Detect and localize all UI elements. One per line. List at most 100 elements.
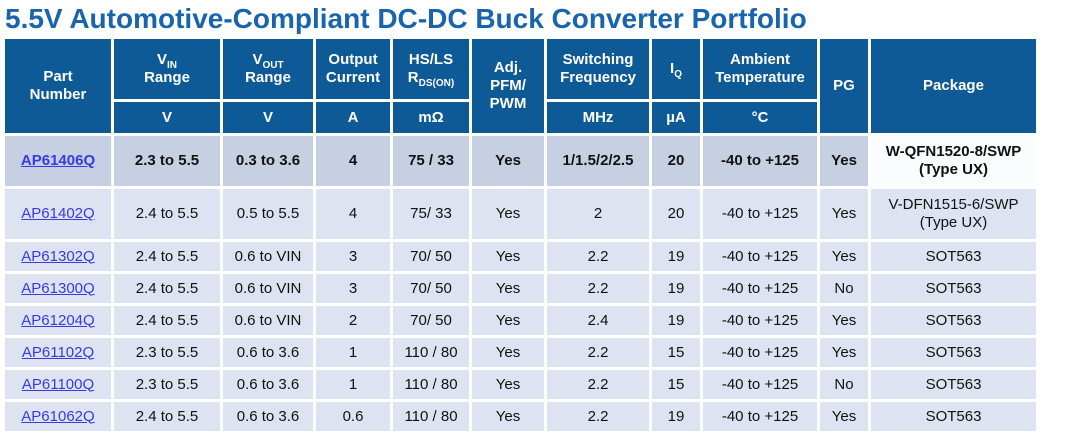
table-row: AP61406Q 2.3 to 5.5 0.3 to 3.6 4 75 / 33… (5, 136, 1036, 186)
cell-vout-range: 0.3 to 3.6 (223, 136, 313, 186)
cell-switching-frequency: 2 (547, 189, 649, 239)
unit-switching-frequency: MHz (547, 102, 649, 133)
cell-vout-range: 0.6 to VIN (223, 306, 313, 335)
cell-switching-frequency: 2.2 (547, 370, 649, 399)
unit-vin: V (114, 102, 220, 133)
cell-adj-pfm-pwm: Yes (472, 306, 544, 335)
cell-iq: 19 (652, 274, 700, 303)
cell-vin-range: 2.4 to 5.5 (114, 189, 220, 239)
cell-adj-pfm-pwm: Yes (472, 274, 544, 303)
cell-output-current: 3 (316, 242, 390, 271)
unit-iq: µA (652, 102, 700, 133)
table-row: AP61100Q 2.3 to 5.5 0.6 to 3.6 1 110 / 8… (5, 370, 1036, 399)
table-row: AP61300Q 2.4 to 5.5 0.6 to VIN 3 70/ 50 … (5, 274, 1036, 303)
cell-package: SOT563 (871, 274, 1036, 303)
table-row: AP61402Q 2.4 to 5.5 0.5 to 5.5 4 75/ 33 … (5, 189, 1036, 239)
cell-vin-range: 2.4 to 5.5 (114, 402, 220, 431)
part-number-link[interactable]: AP61402Q (21, 205, 95, 222)
cell-rdson: 70/ 50 (393, 306, 469, 335)
part-number-link[interactable]: AP61100Q (21, 375, 95, 393)
cell-switching-frequency: 2.2 (547, 274, 649, 303)
cell-pg: No (820, 274, 868, 303)
unit-vout: V (223, 102, 313, 133)
cell-ambient-temperature: -40 to +125 (703, 402, 817, 431)
cell-rdson: 70/ 50 (393, 242, 469, 271)
cell-iq: 19 (652, 242, 700, 271)
cell-vin-range: 2.3 to 5.5 (114, 370, 220, 399)
cell-ambient-temperature: -40 to +125 (703, 306, 817, 335)
cell-part-number: AP61100Q (5, 370, 111, 399)
cell-adj-pfm-pwm: Yes (472, 189, 544, 239)
cell-pg: Yes (820, 189, 868, 239)
cell-output-current: 3 (316, 274, 390, 303)
cell-vout-range: 0.6 to 3.6 (223, 338, 313, 367)
cell-pg: Yes (820, 338, 868, 367)
cell-output-current: 1 (316, 370, 390, 399)
table-row: AP61102Q 2.3 to 5.5 0.6 to 3.6 1 110 / 8… (5, 338, 1036, 367)
unit-ambient-temperature: °C (703, 102, 817, 133)
cell-iq: 20 (652, 136, 700, 186)
unit-output-current: A (316, 102, 390, 133)
col-header-part-number: Part Number (5, 39, 111, 133)
cell-switching-frequency: 2.2 (547, 242, 649, 271)
cell-adj-pfm-pwm: Yes (472, 242, 544, 271)
cell-rdson: 70/ 50 (393, 274, 469, 303)
cell-vout-range: 0.5 to 5.5 (223, 189, 313, 239)
cell-part-number: AP61406Q (5, 136, 111, 186)
cell-adj-pfm-pwm: Yes (472, 370, 544, 399)
table-row: AP61062Q 2.4 to 5.5 0.6 to 3.6 0.6 110 /… (5, 402, 1036, 431)
col-header-rdson: HS/LS RDS(ON) (393, 39, 469, 99)
cell-switching-frequency: 2.2 (547, 338, 649, 367)
cell-vin-range: 2.3 to 5.5 (114, 136, 220, 186)
col-header-switching-frequency: Switching Frequency (547, 39, 649, 99)
cell-switching-frequency: 2.4 (547, 306, 649, 335)
cell-iq: 15 (652, 338, 700, 367)
col-header-vin-range: VIN Range (114, 39, 220, 99)
cell-package: V-DFN1515-6/SWP (Type UX) (871, 189, 1036, 239)
col-header-pg: PG (820, 39, 868, 133)
part-number-link[interactable]: AP61062Q (21, 407, 95, 425)
cell-switching-frequency: 1/1.5/2/2.5 (547, 136, 649, 186)
cell-rdson: 110 / 80 (393, 402, 469, 431)
cell-adj-pfm-pwm: Yes (472, 136, 544, 186)
cell-pg: Yes (820, 136, 868, 186)
cell-output-current: 4 (316, 136, 390, 186)
cell-iq: 15 (652, 370, 700, 399)
cell-output-current: 1 (316, 338, 390, 367)
part-number-link[interactable]: AP61300Q (21, 279, 95, 297)
cell-output-current: 0.6 (316, 402, 390, 431)
part-number-link[interactable]: AP61102Q (21, 343, 95, 361)
cell-vin-range: 2.4 to 5.5 (114, 242, 220, 271)
col-header-ambient-temperature: Ambient Temperature (703, 39, 817, 99)
cell-ambient-temperature: -40 to +125 (703, 370, 817, 399)
cell-pg: Yes (820, 242, 868, 271)
cell-vout-range: 0.6 to 3.6 (223, 402, 313, 431)
cell-switching-frequency: 2.2 (547, 402, 649, 431)
cell-ambient-temperature: -40 to +125 (703, 136, 817, 186)
cell-vin-range: 2.4 to 5.5 (114, 274, 220, 303)
cell-vout-range: 0.6 to VIN (223, 242, 313, 271)
cell-ambient-temperature: -40 to +125 (703, 242, 817, 271)
cell-vin-range: 2.4 to 5.5 (114, 306, 220, 335)
cell-output-current: 2 (316, 306, 390, 335)
part-number-link[interactable]: AP61406Q (20, 152, 96, 169)
cell-ambient-temperature: -40 to +125 (703, 338, 817, 367)
cell-rdson: 75/ 33 (393, 189, 469, 239)
cell-package: SOT563 (871, 242, 1036, 271)
cell-vin-range: 2.3 to 5.5 (114, 338, 220, 367)
portfolio-table: Part Number VIN Range VOUT Range Output Cu… (2, 36, 1039, 434)
cell-vout-range: 0.6 to 3.6 (223, 370, 313, 399)
cell-package: SOT563 (871, 402, 1036, 431)
cell-ambient-temperature: -40 to +125 (703, 189, 817, 239)
unit-rdson: mΩ (393, 102, 469, 133)
part-number-link[interactable]: AP61302Q (21, 247, 95, 265)
part-number-link[interactable]: AP61204Q (21, 311, 95, 329)
cell-rdson: 110 / 80 (393, 370, 469, 399)
cell-iq: 20 (652, 189, 700, 239)
cell-part-number: AP61062Q (5, 402, 111, 431)
col-header-output-current: Output Current (316, 39, 390, 99)
col-header-vout-range: VOUT Range (223, 39, 313, 99)
cell-iq: 19 (652, 306, 700, 335)
cell-part-number: AP61300Q (5, 274, 111, 303)
cell-pg: No (820, 370, 868, 399)
